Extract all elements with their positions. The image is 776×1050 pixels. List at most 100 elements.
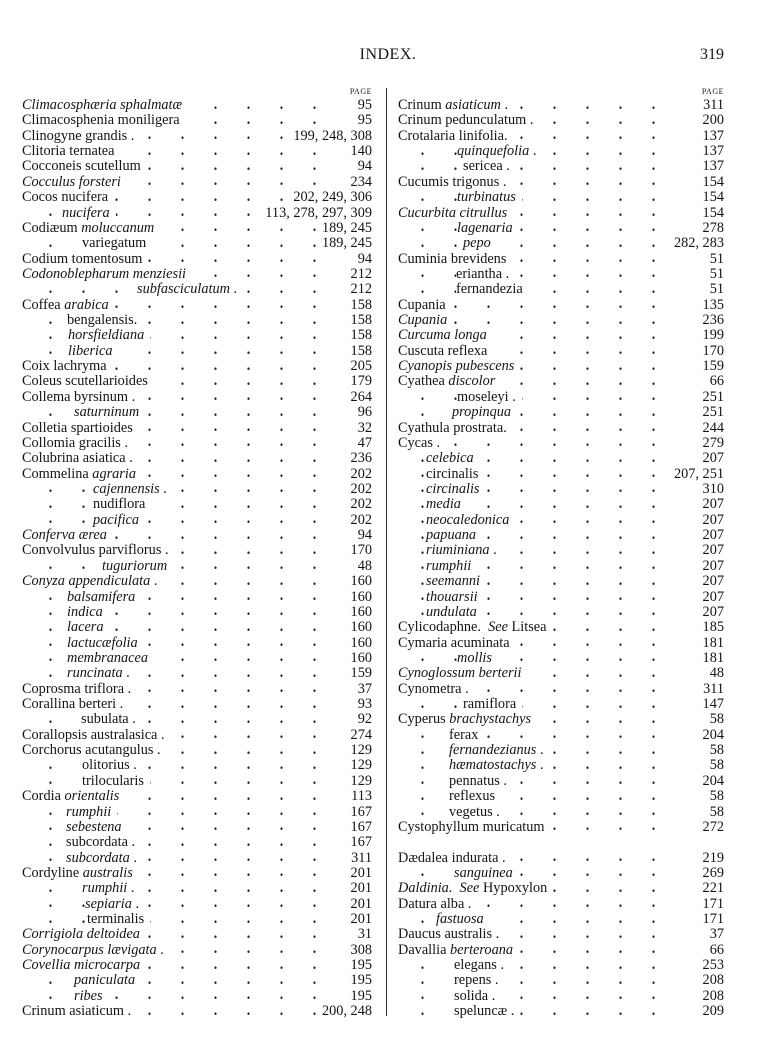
index-entry: Cyathea discolor 66 bbox=[398, 373, 724, 390]
index-entry: circinalis 207, 251 bbox=[398, 466, 724, 482]
entry-name-roman: Collema byrsinum . bbox=[22, 388, 136, 405]
entry-name: ramiflora bbox=[463, 696, 523, 713]
entry-name-roman: trilocularis bbox=[82, 772, 144, 789]
entry-name-roman: . bbox=[536, 757, 544, 774]
entry-page-ref: 32 bbox=[351, 420, 372, 436]
index-entry: papuana 207 bbox=[398, 527, 724, 544]
entry-name: membranacea bbox=[67, 650, 154, 667]
entry-name: Covellia microcarpa bbox=[22, 957, 147, 974]
entry-name: fernandezia bbox=[456, 282, 529, 298]
entry-name: pennatus . bbox=[449, 773, 513, 790]
dot-leader bbox=[22, 758, 332, 774]
entry-name-italic: riuminiana bbox=[426, 542, 490, 559]
entry-name: Cocconeis scutellum bbox=[22, 159, 147, 175]
entry-name-roman: Crotalaria linifolia. bbox=[398, 127, 508, 144]
dot-leader bbox=[398, 190, 684, 206]
entry-page-ref: 154 bbox=[696, 174, 724, 191]
dot-leader bbox=[22, 881, 332, 897]
index-entry: sericea . 137 bbox=[398, 159, 724, 175]
entry-name-italic: mollis bbox=[457, 649, 492, 666]
entry-name: Corynocarpus lævigata . bbox=[22, 942, 170, 959]
entry-page-ref: 135 bbox=[696, 297, 724, 314]
entry-name-roman: Litsea bbox=[507, 619, 547, 636]
index-entry: Colletia spartioides 32 bbox=[22, 420, 372, 436]
index-entry: Cupania 135 bbox=[398, 296, 724, 314]
entry-page-ref: 167 bbox=[344, 819, 372, 836]
dot-leader bbox=[398, 1004, 684, 1020]
entry-name-italic: balsamifera bbox=[67, 588, 136, 605]
index-entry: Cocos nucifera 202, 249, 306 bbox=[22, 189, 372, 206]
entry-name: Cocos nucifera bbox=[22, 189, 115, 206]
entry-name: quinquefolia . bbox=[457, 143, 543, 160]
dot-leader bbox=[398, 650, 684, 667]
entry-name: trilocularis bbox=[82, 772, 150, 790]
entry-name-roman: Daucus australis . bbox=[398, 926, 500, 943]
entry-page-ref: 171 bbox=[696, 896, 724, 913]
entry-name-italic: rumphii bbox=[66, 803, 112, 820]
entry-page-ref: 202 bbox=[344, 512, 372, 529]
entry-name-roman: Cupania bbox=[398, 296, 446, 313]
index-entry: nucifera 113, 278, 297, 309 bbox=[22, 205, 372, 221]
index-entry: Curcuma longa 199 bbox=[398, 327, 724, 344]
index-entry: Codium tomentosum 94 bbox=[22, 251, 372, 267]
entry-name: Codium tomentosum bbox=[22, 251, 149, 267]
entry-page-ref: 93 bbox=[351, 696, 372, 713]
entry-name: Cuminia brevidens bbox=[398, 251, 513, 267]
index-entry: fastuosa 171 bbox=[398, 911, 724, 928]
index-entry: rumphii 207 bbox=[398, 558, 724, 575]
entry-name-roman: Cyathea bbox=[398, 373, 449, 390]
entry-page-ref: 278 bbox=[696, 220, 724, 237]
entry-name-roman: Coffea bbox=[22, 296, 65, 313]
index-entry: Cynoglossum berterii 48 bbox=[398, 665, 724, 682]
entry-name-roman: Cystophyllum muricatum bbox=[398, 818, 545, 835]
entry-name: indica bbox=[67, 604, 109, 621]
index-entry: Cuminia brevidens 51 bbox=[398, 251, 724, 267]
entry-page-ref: 207 bbox=[696, 527, 724, 544]
index-entry: repens . 208 bbox=[398, 973, 724, 989]
entry-name-italic: australis bbox=[82, 864, 133, 881]
entry-name: Datura alba . bbox=[398, 896, 478, 913]
entry-name-italic: Curcuma longa bbox=[398, 327, 487, 344]
entry-name: Daldinia. See Hypoxylon bbox=[398, 881, 554, 897]
dot-leader bbox=[22, 405, 332, 421]
entry-name: liberica bbox=[68, 343, 119, 360]
entry-page-ref: 129 bbox=[344, 758, 372, 774]
entry-page-ref: 94 bbox=[351, 159, 372, 175]
entry-page-ref: 310 bbox=[696, 481, 724, 498]
index-entry: fernandezia 51 bbox=[398, 281, 724, 298]
index-entry: vegetus . 58 bbox=[398, 804, 724, 820]
dot-leader bbox=[398, 865, 684, 882]
index-entry: Daucus australis . 37 bbox=[398, 926, 724, 943]
index-entry: eriantha . 51 bbox=[398, 266, 724, 283]
entry-name-roman: subcordata . bbox=[66, 834, 136, 851]
index-entry: Coix lachryma 205 bbox=[22, 358, 372, 375]
entry-name-italic: ribes bbox=[74, 987, 103, 1004]
entry-page-ref: 279 bbox=[696, 435, 724, 452]
dot-leader bbox=[22, 988, 332, 1005]
entry-name: tuguriorum bbox=[102, 558, 174, 575]
entry-name-italic: lacera bbox=[67, 619, 104, 636]
entry-page-ref: 160 bbox=[344, 604, 372, 621]
entry-page-ref: 167 bbox=[344, 834, 372, 851]
entry-name: Cyathula prostrata. bbox=[398, 420, 513, 436]
entry-name-roman: . bbox=[127, 880, 135, 897]
entry-name-roman: Climacosphenia moniligera bbox=[22, 112, 180, 129]
entry-page-ref: 58 bbox=[703, 742, 724, 759]
index-entry: rumphii . 201 bbox=[22, 880, 372, 897]
entry-page-ref: 207 bbox=[696, 496, 724, 513]
index-entry: Dædalea indurata . 219 bbox=[398, 850, 724, 866]
entry-name: speluncæ . bbox=[454, 1004, 521, 1020]
index-entry: subcordata . 311 bbox=[22, 850, 372, 866]
entry-page-ref: 58 bbox=[703, 788, 724, 805]
index-entry: nudiflora 202 bbox=[22, 496, 372, 513]
entry-name: Curcuma longa bbox=[398, 327, 493, 344]
entry-page-ref: 202 bbox=[344, 496, 372, 513]
entry-page-ref: 236 bbox=[696, 312, 724, 329]
entry-page-ref: 219 bbox=[696, 850, 724, 866]
entry-page-ref: 167 bbox=[344, 804, 372, 820]
entry-page-ref: 160 bbox=[344, 573, 372, 590]
entry-name: saturninum bbox=[74, 405, 146, 421]
entry-page-ref: 201 bbox=[344, 880, 372, 897]
entry-name-roman: Corallina berteri . bbox=[22, 696, 124, 713]
index-entry: Cycas . 279 bbox=[398, 435, 724, 452]
